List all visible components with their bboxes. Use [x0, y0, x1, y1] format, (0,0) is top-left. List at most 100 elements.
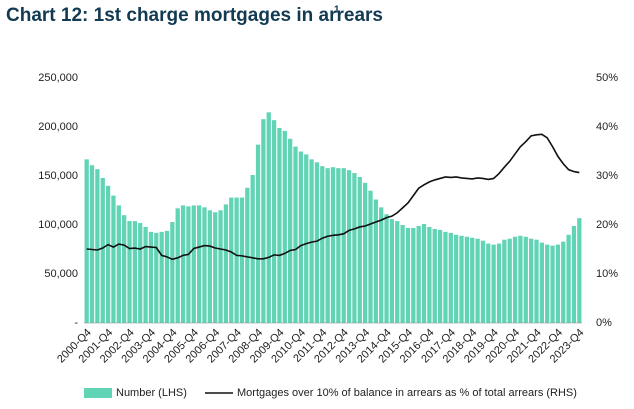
- bar: [480, 240, 486, 323]
- y2-tick-label: 40%: [596, 121, 618, 133]
- bar: [421, 224, 427, 323]
- y-tick-label: 150,000: [38, 170, 78, 182]
- bar: [448, 232, 453, 323]
- bar: [545, 244, 550, 323]
- bar: [218, 210, 223, 323]
- bar: [518, 235, 523, 323]
- bar: [368, 190, 373, 323]
- bar: [282, 130, 287, 323]
- bar: [389, 219, 395, 323]
- bar: [502, 239, 507, 323]
- legend-swatch: [84, 388, 112, 398]
- bar: [298, 151, 304, 323]
- bar: [352, 173, 357, 323]
- bar: [432, 228, 437, 323]
- bar: [486, 243, 491, 323]
- bar: [320, 166, 325, 323]
- bar: [373, 199, 378, 323]
- bar: [84, 159, 89, 323]
- y2-tick-label: 30%: [596, 170, 618, 182]
- bar: [245, 187, 250, 323]
- bar: [170, 222, 175, 323]
- y2-tick-label: 0%: [596, 317, 612, 329]
- y-tick-label: 200,000: [38, 121, 78, 133]
- y2-tick-label: 10%: [596, 268, 618, 280]
- bar: [122, 215, 127, 323]
- bar: [207, 210, 212, 323]
- title-superscript: 1: [334, 5, 340, 16]
- bar: [288, 138, 293, 323]
- bar: [379, 207, 384, 323]
- bar: [111, 195, 116, 323]
- bar: [261, 119, 266, 323]
- bar: [357, 176, 362, 323]
- bar: [362, 182, 368, 323]
- bar: [346, 170, 352, 323]
- bar: [539, 242, 544, 323]
- bar: [341, 168, 346, 323]
- bar: [239, 197, 245, 323]
- bar: [464, 236, 470, 323]
- y-tick-label: 50,000: [44, 268, 78, 280]
- bar: [234, 197, 239, 323]
- bar: [255, 144, 261, 323]
- bar: [314, 162, 320, 323]
- bar: [196, 205, 202, 323]
- chart-title: Chart 12: 1st charge mortgages in arrear…: [6, 5, 383, 26]
- bar: [105, 185, 111, 323]
- y2-tick-label: 50%: [596, 72, 618, 84]
- bar: [127, 221, 132, 323]
- bar: [470, 237, 475, 323]
- line: [86, 133, 580, 261]
- bar: [330, 167, 336, 323]
- bar: [566, 234, 571, 323]
- bar: [555, 244, 561, 323]
- bar: [95, 169, 100, 323]
- bar: [491, 244, 496, 323]
- bar: [132, 221, 138, 323]
- bar: [271, 120, 277, 323]
- bar: [384, 214, 389, 323]
- bar: [138, 223, 143, 323]
- bar: [561, 241, 566, 323]
- bar: [336, 168, 341, 323]
- bar: [534, 239, 539, 323]
- bar: [154, 232, 159, 323]
- bar: [148, 231, 154, 323]
- y2-tick-label: 20%: [596, 219, 618, 231]
- bar: [459, 235, 464, 323]
- legend-label: Number (LHS): [116, 387, 187, 399]
- bar: [164, 230, 170, 323]
- bar: [266, 112, 271, 323]
- bar: [175, 208, 180, 323]
- bar: [405, 227, 411, 323]
- bar: [577, 218, 582, 323]
- bar: [116, 205, 121, 323]
- bar: [427, 226, 432, 323]
- bar: [180, 205, 186, 323]
- bar: [309, 159, 314, 323]
- bar: [186, 206, 191, 323]
- bar: [443, 231, 448, 323]
- bar: [550, 245, 555, 323]
- bar: [304, 154, 309, 323]
- bar: [89, 165, 95, 323]
- bar: [293, 146, 298, 323]
- bar: [475, 238, 480, 323]
- bar: [213, 212, 218, 323]
- bar: [512, 236, 518, 323]
- bar: [277, 127, 282, 323]
- bar: [507, 238, 512, 323]
- bar: [416, 225, 421, 323]
- legend-label: Mortgages over 10% of balance in arrears…: [237, 387, 577, 399]
- bar: [223, 204, 229, 323]
- bar: [143, 226, 148, 323]
- bar: [159, 231, 164, 323]
- y-tick-label: -: [74, 317, 78, 329]
- bar: [523, 236, 528, 323]
- bar: [571, 225, 577, 323]
- bar: [202, 207, 207, 323]
- bar: [400, 225, 405, 323]
- bar: [454, 234, 459, 323]
